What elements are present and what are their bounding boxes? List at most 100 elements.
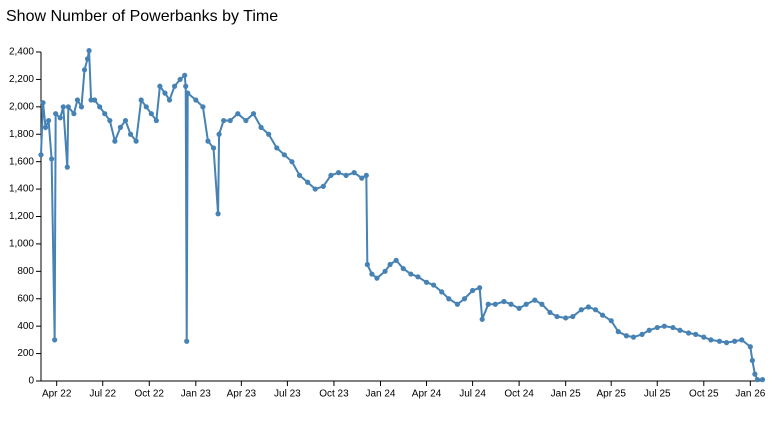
- point: [117, 124, 124, 130]
- x-tick-label: Apr 22: [42, 389, 72, 400]
- point: [359, 175, 365, 181]
- x-tick-label: Jan 23: [181, 389, 211, 400]
- point: [193, 97, 199, 103]
- x-tick-label: Oct 25: [689, 389, 719, 400]
- point: [532, 297, 538, 303]
- point: [162, 90, 168, 96]
- point: [563, 315, 569, 321]
- y-tick-label: 1,600: [9, 156, 34, 167]
- y-tick-label: 1,800: [9, 129, 34, 140]
- point: [508, 301, 514, 307]
- point: [153, 117, 159, 124]
- point: [78, 104, 85, 110]
- point: [479, 316, 485, 322]
- point: [216, 131, 222, 137]
- point: [630, 334, 637, 340]
- point: [92, 97, 98, 103]
- point: [138, 97, 144, 103]
- line: [40, 50, 763, 381]
- y-tick-label: 1,000: [9, 239, 34, 250]
- point: [439, 289, 445, 295]
- point: [107, 117, 113, 124]
- point: [112, 138, 118, 144]
- point: [670, 324, 676, 331]
- point: [752, 371, 758, 377]
- point: [296, 172, 303, 178]
- point: [686, 330, 692, 336]
- point: [592, 307, 599, 313]
- point: [57, 115, 63, 121]
- y-tick-label: 600: [17, 293, 34, 304]
- x-tick-label: Jul 25: [644, 389, 671, 400]
- y-tick-label: 0: [28, 376, 34, 387]
- point: [431, 282, 437, 288]
- point: [81, 67, 88, 73]
- point: [693, 331, 699, 337]
- point: [600, 312, 606, 318]
- chart-title: Show Number of Powerbanks by Time: [6, 8, 278, 25]
- point: [747, 344, 753, 350]
- point: [677, 327, 683, 333]
- x-tick-label: Oct 23: [319, 389, 349, 400]
- point: [400, 265, 406, 272]
- point: [133, 138, 139, 144]
- point: [166, 97, 173, 103]
- point: [266, 131, 272, 137]
- y-tick-label: 2,200: [9, 74, 34, 85]
- point: [485, 301, 491, 307]
- x-tick-label: Jan 26: [735, 389, 765, 400]
- point: [623, 333, 629, 339]
- y-tick-label: 1,400: [9, 184, 34, 195]
- point: [754, 377, 761, 383]
- point: [501, 298, 507, 305]
- point: [183, 83, 189, 89]
- point: [97, 104, 103, 110]
- point: [53, 111, 59, 117]
- point: [701, 334, 707, 340]
- point: [654, 324, 660, 331]
- point: [374, 275, 380, 281]
- point: [227, 117, 233, 124]
- point: [661, 323, 667, 329]
- point: [185, 90, 191, 96]
- point: [42, 124, 49, 130]
- x-tick-label: Jul 24: [459, 389, 486, 400]
- point: [739, 337, 745, 343]
- point: [759, 377, 766, 383]
- point: [210, 145, 217, 151]
- point: [171, 83, 178, 89]
- point: [363, 172, 369, 178]
- x-tick-label: Apr 23: [227, 389, 257, 400]
- point: [646, 327, 652, 333]
- point: [523, 301, 529, 307]
- x-tick-label: Oct 24: [504, 389, 534, 400]
- point: [639, 331, 645, 337]
- y-tick-label: 2,400: [9, 47, 34, 58]
- point: [205, 138, 211, 144]
- point: [182, 72, 188, 78]
- point: [369, 271, 375, 277]
- point: [343, 172, 349, 178]
- point: [52, 337, 58, 343]
- y-tick-label: 800: [17, 266, 34, 277]
- point: [423, 279, 430, 285]
- point: [84, 56, 91, 62]
- x-tick-label: Apr 25: [596, 389, 626, 400]
- point: [364, 261, 370, 268]
- point: [289, 159, 295, 165]
- point: [382, 268, 388, 274]
- point: [516, 305, 522, 311]
- y-tick-label: 2,000: [9, 101, 34, 112]
- point: [732, 338, 738, 344]
- x-tick-label: Jul 23: [274, 389, 301, 400]
- point: [547, 309, 553, 316]
- point: [221, 117, 227, 124]
- point: [64, 164, 70, 170]
- point: [585, 304, 592, 310]
- y-tick-label: 1,200: [9, 211, 34, 222]
- point: [157, 83, 163, 89]
- point: [243, 117, 249, 124]
- point: [281, 152, 287, 158]
- point: [570, 313, 576, 320]
